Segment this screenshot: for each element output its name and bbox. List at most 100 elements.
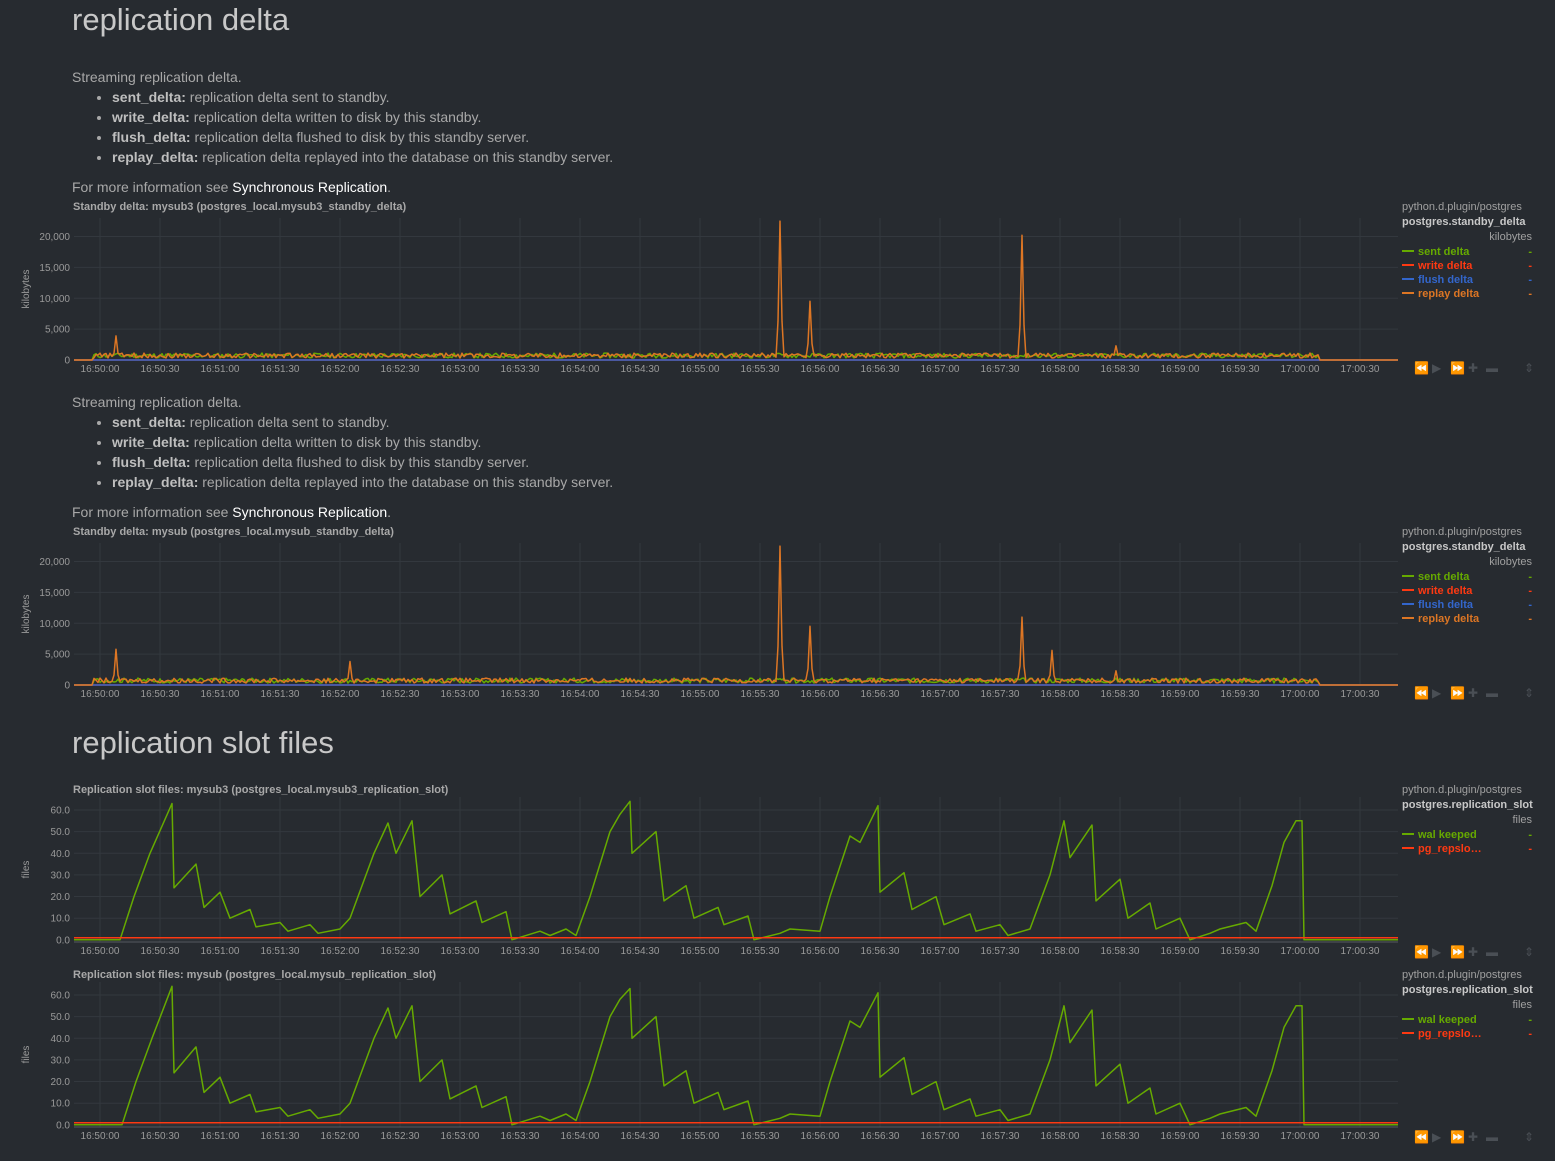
y-tick-label: 60.0 <box>51 990 71 1001</box>
x-tick-label: 16:55:30 <box>741 689 780 700</box>
legend-item[interactable]: replay delta - <box>1402 613 1532 627</box>
series-line-wal-keeped <box>74 800 1398 941</box>
resize-handle-icon[interactable]: ⇕ <box>1524 945 1535 959</box>
chart-standby-delta-mysub[interactable]: Standby delta: mysub (postgres_local.mys… <box>0 526 1555 706</box>
rewind-icon[interactable]: ⏪ <box>1414 686 1429 700</box>
legend-item[interactable]: write delta - <box>1402 260 1532 274</box>
x-tick-label: 16:52:00 <box>321 689 360 700</box>
info-block-mysub3: Streaming replication delta. sent_delta:… <box>72 67 1372 197</box>
list-item: flush_delta: replication delta flushed t… <box>112 452 1372 472</box>
y-tick-label: 50.0 <box>51 827 71 838</box>
x-tick-label: 16:51:30 <box>261 946 300 957</box>
legend-item-label: flush delta <box>1418 599 1474 611</box>
chart-title: Standby delta: mysub3 (postgres_local.my… <box>73 201 407 213</box>
rewind-icon[interactable]: ⏪ <box>1414 361 1429 375</box>
play-icon[interactable]: ▶ <box>1432 945 1442 959</box>
zoom-in-icon[interactable]: ✚ <box>1468 1130 1479 1144</box>
legend-item[interactable]: replay delta - <box>1402 288 1532 302</box>
zoom-in-icon[interactable]: ✚ <box>1468 361 1479 375</box>
x-tick-label: 16:56:00 <box>801 364 840 375</box>
section-title-replication-slot-files: replication slot files <box>72 725 334 760</box>
resize-handle-icon[interactable]: ⇕ <box>1524 361 1535 375</box>
legend-item-label: sent delta <box>1418 246 1470 258</box>
x-tick-label: 16:50:00 <box>81 364 120 375</box>
zoom-out-icon[interactable]: ▬ <box>1486 361 1498 375</box>
y-tick-label: 20.0 <box>51 1077 71 1088</box>
list-item: write_delta: replication delta written t… <box>112 107 1372 127</box>
zoom-out-icon[interactable]: ▬ <box>1486 686 1498 700</box>
y-tick-label: 10.0 <box>51 1099 71 1110</box>
x-tick-label: 16:55:30 <box>741 946 780 957</box>
x-tick-label: 16:55:00 <box>681 364 720 375</box>
x-tick-label: 17:00:30 <box>1341 1131 1380 1142</box>
play-icon[interactable]: ▶ <box>1432 686 1442 700</box>
legend-swatch <box>1402 278 1414 281</box>
x-tick-label: 16:50:00 <box>81 946 120 957</box>
legend-swatch <box>1402 617 1414 620</box>
zoom-out-icon[interactable]: ▬ <box>1486 1130 1498 1144</box>
y-tick-label: 30.0 <box>51 1055 71 1066</box>
fast-forward-icon[interactable]: ⏩ <box>1450 686 1465 700</box>
chart-plot[interactable]: 0 5,000 10,000 15,000 20,000 16:50:00 16:50:30… <box>0 526 1400 706</box>
legend-item[interactable]: sent delta - <box>1402 246 1532 260</box>
chart-legend: python.d.plugin/postgres postgres.standb… <box>1402 526 1532 627</box>
zoom-in-icon[interactable]: ✚ <box>1468 945 1479 959</box>
legend-context: postgres.standby_delta <box>1402 541 1526 553</box>
x-tick-label: 16:58:00 <box>1041 364 1080 375</box>
chart-toolbox: ⏪ ▶ ⏩ ✚ ▬ ⇕ <box>1414 1130 1536 1144</box>
fast-forward-icon[interactable]: ⏩ <box>1450 361 1465 375</box>
info-list: sent_delta: replication delta sent to st… <box>72 412 1372 492</box>
legend-item-value: - <box>1528 274 1532 286</box>
legend-item[interactable]: flush delta - <box>1402 599 1532 613</box>
fast-forward-icon[interactable]: ⏩ <box>1450 1130 1465 1144</box>
legend-item-label: wal keeped <box>1418 1014 1477 1026</box>
x-tick-label: 16:58:00 <box>1041 1131 1080 1142</box>
x-tick-label: 16:59:30 <box>1221 689 1260 700</box>
legend-item[interactable]: write delta - <box>1402 585 1532 599</box>
legend-item[interactable]: pg_repslo… - <box>1402 843 1532 857</box>
synchronous-replication-link[interactable]: Synchronous Replication <box>232 179 388 195</box>
rewind-icon[interactable]: ⏪ <box>1414 1130 1429 1144</box>
chart-toolbox: ⏪ ▶ ⏩ ✚ ▬ ⇕ <box>1414 686 1536 700</box>
x-tick-label: 16:58:30 <box>1101 689 1140 700</box>
y-tick-label: 10,000 <box>39 619 70 630</box>
list-item: sent_delta: replication delta sent to st… <box>112 87 1372 107</box>
legend-item-value: - <box>1528 288 1532 300</box>
y-tick-label: 20,000 <box>39 557 70 568</box>
y-tick-label: 50.0 <box>51 1012 71 1023</box>
y-tick-label: 20.0 <box>51 892 71 903</box>
y-axis-label: files <box>21 1046 32 1064</box>
legend-item[interactable]: sent delta - <box>1402 571 1532 585</box>
more-info: For more information see Synchronous Rep… <box>72 504 392 520</box>
x-tick-label: 16:52:00 <box>321 364 360 375</box>
legend-item[interactable]: wal keeped - <box>1402 829 1532 843</box>
resize-handle-icon[interactable]: ⇕ <box>1524 1130 1535 1144</box>
legend-item[interactable]: pg_repslo… - <box>1402 1028 1532 1042</box>
x-tick-label: 16:51:00 <box>201 689 240 700</box>
play-icon[interactable]: ▶ <box>1432 1130 1442 1144</box>
y-tick-label: 0 <box>64 356 70 367</box>
y-tick-label: 0.0 <box>56 935 70 946</box>
chart-plot[interactable]: 0 5,000 10,000 15,000 20,000 16:50:00 16:50:30… <box>0 201 1400 381</box>
y-axis-label: kilobytes <box>21 270 32 309</box>
chart-legend: python.d.plugin/postgres postgres.standb… <box>1402 201 1532 302</box>
chart-plot[interactable]: 0.0 10.0 20.0 30.0 40.0 50.0 60.0 16:50:00 16:50… <box>0 784 1400 964</box>
x-tick-label: 16:52:30 <box>381 689 420 700</box>
chart-replication-slot-mysub3[interactable]: Replication slot files: mysub3 (postgres… <box>0 784 1555 964</box>
x-tick-label: 16:56:30 <box>861 364 900 375</box>
legend-item[interactable]: flush delta - <box>1402 274 1532 288</box>
rewind-icon[interactable]: ⏪ <box>1414 945 1429 959</box>
fast-forward-icon[interactable]: ⏩ <box>1450 945 1465 959</box>
play-icon[interactable]: ▶ <box>1432 361 1442 375</box>
x-tick-label: 16:56:30 <box>861 1131 900 1142</box>
zoom-in-icon[interactable]: ✚ <box>1468 686 1479 700</box>
chart-standby-delta-mysub3[interactable]: Standby delta: mysub3 (postgres_local.my… <box>0 201 1555 381</box>
resize-handle-icon[interactable]: ⇕ <box>1524 686 1535 700</box>
chart-plot[interactable]: 0.0 10.0 20.0 30.0 40.0 50.0 60.0 16:50:00 16:50… <box>0 969 1400 1149</box>
x-tick-label: 16:53:30 <box>501 364 540 375</box>
chart-replication-slot-mysub[interactable]: Replication slot files: mysub (postgres_… <box>0 969 1555 1149</box>
synchronous-replication-link[interactable]: Synchronous Replication <box>232 504 388 520</box>
legend-item-value: - <box>1528 1014 1532 1026</box>
zoom-out-icon[interactable]: ▬ <box>1486 945 1498 959</box>
legend-item[interactable]: wal keeped - <box>1402 1014 1532 1028</box>
